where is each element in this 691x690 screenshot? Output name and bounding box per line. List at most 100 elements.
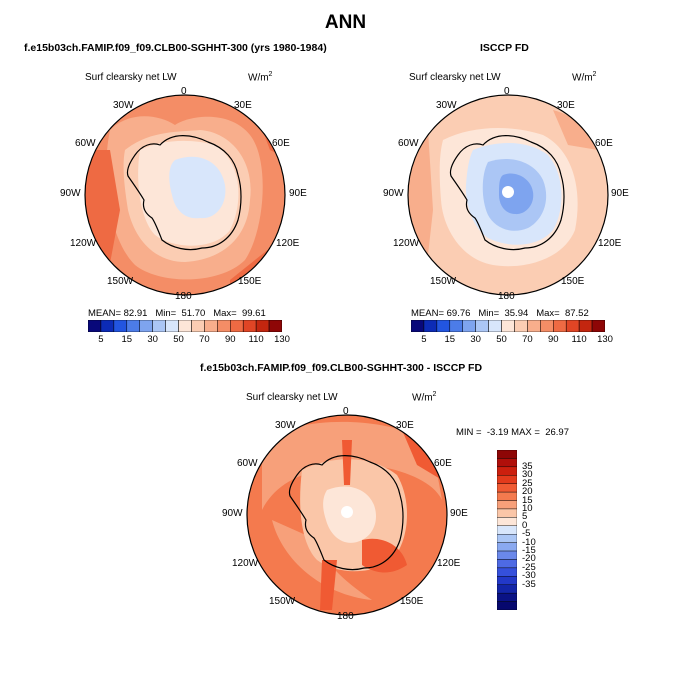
diff-lon-30e: 30E [396,420,414,431]
obs-polar-map [407,94,609,296]
model-colorbar-box [268,320,282,332]
obs-colorbar-box [591,320,605,332]
diff-colorbar-tick-label: 30 [522,469,533,481]
obs-colorbar-tick-label: 50 [496,334,507,345]
model-lon-90w: 90W [60,188,81,199]
obs-lon-120e: 120E [598,238,622,249]
diff-lon-150w: 150W [269,596,296,607]
diff-lon-30w: 30W [275,420,296,431]
obs-lon-180: 180 [498,291,515,302]
model-lon-120w: 120W [70,238,97,249]
obs-colorbar-box [475,320,489,332]
obs-field [408,95,608,295]
obs-map-border [407,94,609,296]
model-colorbar-box [88,320,102,332]
diff-lon-120w: 120W [232,558,259,569]
obs-colorbar-box [578,320,593,332]
model-colorbar-box [178,320,192,332]
obs-case-title: ISCCP FD [480,42,529,54]
model-lon-0: 0 [181,86,187,97]
obs-lon-60e: 60E [595,138,613,149]
model-colorbar-tick-label: 15 [121,334,133,345]
diff-colorbar-box [497,592,517,602]
diff-polar-map [246,414,448,616]
diff-colorbar [497,450,517,610]
model-colorbar-box [242,320,257,332]
diff-lon-180: 180 [337,611,354,622]
diff-colorbar-box [497,491,517,501]
diff-colorbar-tick-label: 35 [522,460,533,472]
obs-lon-150e: 150E [561,276,585,287]
model-lon-30w: 30W [113,100,134,111]
diff-variable-label: Surf clearsky net LW [246,392,338,403]
model-colorbar-labels: 5 15 30 50 70 90 110 130 [88,334,290,346]
model-colorbar-box [100,320,115,332]
diff-colorbar-tick-label: 25 [522,477,533,489]
obs-colorbar-box [423,320,438,332]
model-lon-150e: 150E [238,276,262,287]
obs-colorbar-tick-label: 110 [571,334,587,345]
model-colorbar-tick-label: 70 [199,334,210,345]
diff-lon-60w: 60W [237,458,258,469]
model-units-label: W/m2 [248,71,273,84]
diff-lon-60e: 60E [434,458,452,469]
obs-lon-90e: 90E [611,188,629,199]
diff-case-title: f.e15b03ch.FAMIP.f09_f09.CLB00-SGHHT-300… [200,362,483,374]
obs-lon-0: 0 [504,86,510,97]
diff-lon-0: 0 [343,406,349,417]
obs-colorbar [411,320,605,332]
diff-colorbar-box [497,500,517,510]
diff-colorbar-tick-label: -30 [522,570,536,582]
diff-colorbar-tick-label: -5 [522,528,531,540]
model-lon-30e: 30E [234,100,252,111]
diff-colorbar-box [497,508,517,518]
diff-colorbar-box [497,601,517,610]
obs-stats: MEAN= 69.76 Min= 35.94 Max= 87.52 [411,308,589,319]
obs-colorbar-box [462,320,476,332]
model-colorbar-tick-label: 5 [98,334,104,345]
obs-variable-label: Surf clearsky net LW [409,72,501,83]
page-title: ANN [324,12,367,33]
model-colorbar-box [191,320,205,332]
diff-units-label: W/m2 [412,391,437,404]
model-colorbar-box [126,320,140,332]
model-lon-150w: 150W [107,276,134,287]
diff-stats: MIN = -3.19 MAX = 26.97 [456,427,569,438]
model-stats: MEAN= 82.91 Min= 51.70 Max= 99.61 [88,308,266,319]
obs-lon-120w: 120W [393,238,420,249]
diff-colorbar-box [497,483,517,493]
diff-map-border [246,414,448,616]
diff-lon-150e: 150E [400,596,424,607]
model-colorbar-tick-label: 110 [248,334,264,345]
diff-lon-90e: 90E [450,508,468,519]
diff-colorbar-tick-label: -10 [522,536,536,548]
model-colorbar-tick-label: 90 [224,334,236,345]
diff-colorbar-box [497,534,517,543]
diff-colorbar-box [497,550,517,560]
diff-colorbar-tick-label: 0 [522,519,528,531]
model-coastline [126,135,242,251]
obs-colorbar-box [527,320,541,332]
obs-lon-30e: 30E [557,100,575,111]
obs-colorbar-tick-label: 130 [597,334,613,345]
model-variable-label: Surf clearsky net LW [85,72,177,83]
model-colorbar-box [230,320,244,332]
obs-colorbar-tick-label: 70 [522,334,533,345]
obs-colorbar-box [449,320,463,332]
diff-colorbar-box [497,475,517,484]
obs-colorbar-labels: 5 15 30 50 70 90 110 130 [411,334,613,346]
model-colorbar [88,320,282,332]
model-colorbar-box [152,320,166,332]
diff-coastline [288,455,404,571]
model-lon-120e: 120E [276,238,300,249]
model-lon-60e: 60E [272,138,290,149]
diff-colorbar-box [497,517,517,526]
diff-colorbar-box [497,525,517,535]
obs-colorbar-box [565,320,580,332]
obs-colorbar-box [411,320,425,332]
diff-colorbar-tick-label: 20 [522,486,533,498]
obs-colorbar-box [436,320,451,332]
diff-lon-120e: 120E [437,558,461,569]
model-colorbar-tick-label: 50 [173,334,184,345]
obs-lon-30w: 30W [436,100,457,111]
